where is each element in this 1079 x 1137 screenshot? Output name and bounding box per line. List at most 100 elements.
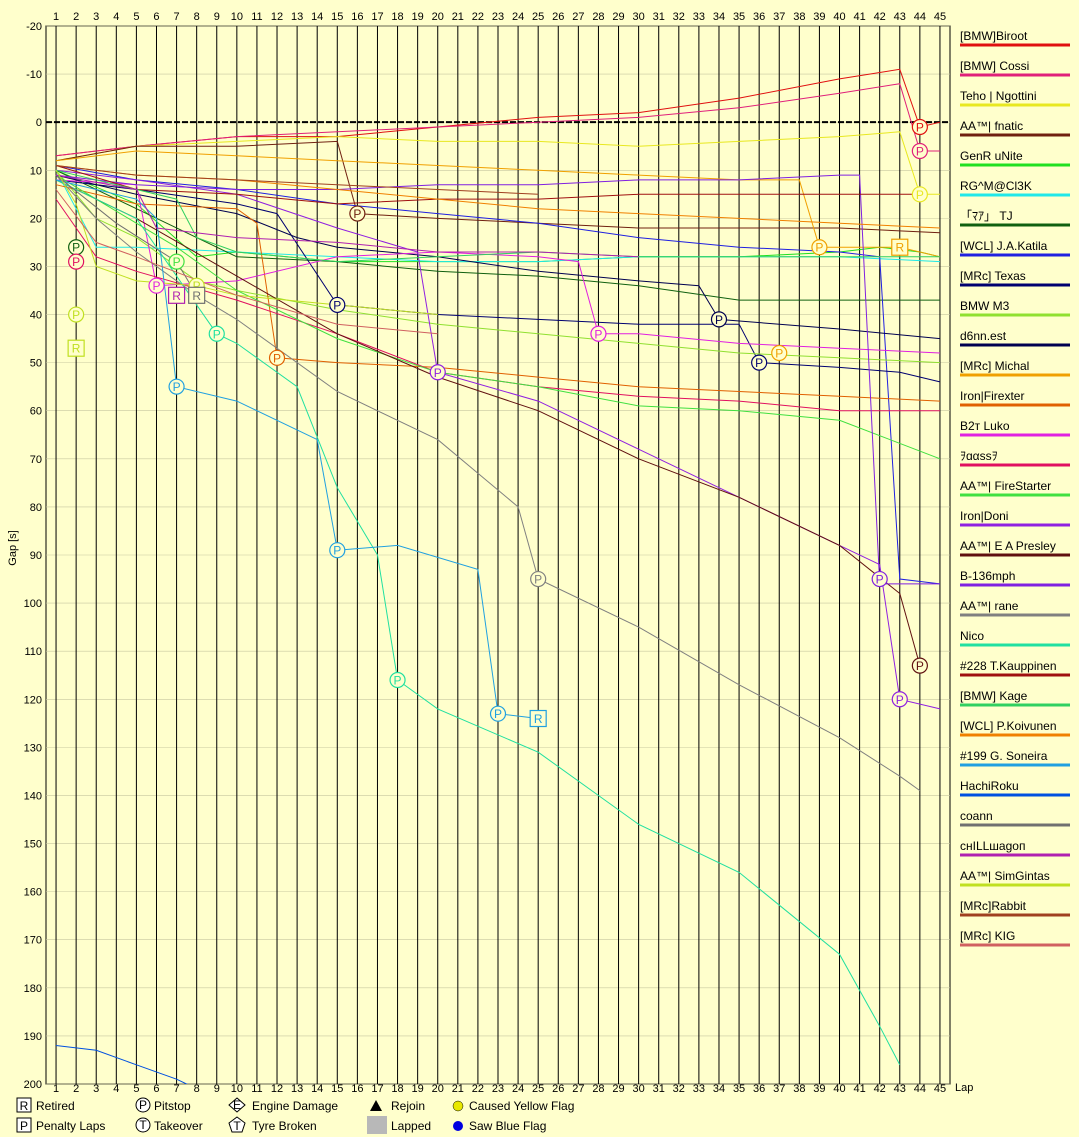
marker-circle xyxy=(68,253,85,270)
legend-label: AA™| SimGintas xyxy=(960,869,1050,883)
y-tick-label: 170 xyxy=(24,935,42,947)
marker-symbol: R xyxy=(895,241,904,255)
marker-symbol: P xyxy=(775,347,783,361)
marker-circle xyxy=(911,186,928,203)
legend-entry: AA™| E A Presley xyxy=(960,539,1070,557)
x-tick-label-top: 12 xyxy=(271,11,283,23)
x-tick-label-top: 29 xyxy=(612,11,624,23)
x-tick-label-top: 27 xyxy=(572,11,584,23)
series-line-12 xyxy=(55,184,941,402)
marker-circle xyxy=(590,325,607,342)
marker-symbol: P xyxy=(394,674,402,688)
legend-label: 「ﾏｱ」 TJ xyxy=(960,209,1013,223)
y-tick-label: 50 xyxy=(30,358,42,370)
x-tick-label-bottom: 31 xyxy=(653,1083,665,1095)
pitstop-marker: P xyxy=(389,671,406,689)
legend-entry: Iron|Doni xyxy=(960,509,1070,527)
marker-symbol: P xyxy=(72,255,80,269)
series-line-22 xyxy=(55,169,940,263)
x-tick-label-bottom: 22 xyxy=(472,1083,484,1095)
legend-label: [BMW] Cossi xyxy=(960,59,1029,73)
legend-entry: [MRc] Michal xyxy=(960,359,1070,377)
x-tick-label-bottom: 13 xyxy=(291,1083,303,1095)
series-line-19 xyxy=(55,174,921,792)
x-tick-label-bottom: 20 xyxy=(432,1083,444,1095)
marker-circle xyxy=(168,378,185,395)
key-retired: R Retired xyxy=(16,1097,75,1113)
legend-label: [MRc] KIG xyxy=(960,929,1015,943)
x-tick-label-bottom: 4 xyxy=(113,1083,119,1095)
y-tick-label: 110 xyxy=(24,646,42,658)
x-tick-label-top: 25 xyxy=(532,11,544,23)
x-tick-label-bottom: 2 xyxy=(73,1083,79,1095)
x-tick-label-bottom: 37 xyxy=(773,1083,785,1095)
series-line-24 xyxy=(55,179,539,719)
retired-marker: R xyxy=(891,238,909,256)
x-tick-label-bottom: 25 xyxy=(532,1083,544,1095)
svg-text:Penalty Laps: Penalty Laps xyxy=(36,1119,105,1133)
pitstop-marker: P xyxy=(911,118,928,136)
pitstop-marker: P xyxy=(349,205,366,222)
series-line-28 xyxy=(55,170,438,315)
x-tick-label-top: 36 xyxy=(753,11,765,23)
series-line-25 xyxy=(55,1045,188,1084)
legend-label: [WCL] P.Koivunen xyxy=(960,719,1057,733)
marker-circle xyxy=(530,570,547,588)
legend-entry: #199 G. Soneira xyxy=(960,749,1070,767)
series-line-7 xyxy=(55,165,941,585)
svg-text:T: T xyxy=(139,1118,147,1132)
pitstop-marker: P xyxy=(168,253,185,270)
pitstop-marker: P xyxy=(530,570,547,588)
x-tick-label-bottom: 35 xyxy=(733,1083,745,1095)
x-tick-label-top: 1 xyxy=(53,11,59,23)
y-tick-label: 90 xyxy=(30,550,42,562)
legend-label: RG^M@Cl3K xyxy=(960,179,1032,193)
marker-symbol: P xyxy=(594,327,602,341)
x-tick-label-bottom: 39 xyxy=(813,1083,825,1095)
x-tick-label-bottom: 44 xyxy=(914,1083,926,1095)
x-axis-top: 1 2 3 4 5 6 7 8 9 10 11 12 13 14 15 16 17 18 19 20 21 22 23 24 2… xyxy=(53,11,946,23)
marker-symbol: P xyxy=(434,366,442,380)
marker-symbol: P xyxy=(353,207,361,221)
legend-label: [MRc] Texas xyxy=(960,269,1026,283)
legend-label: [MRc]Rabbit xyxy=(960,899,1027,913)
svg-text:Lapped: Lapped xyxy=(391,1119,431,1133)
x-tick-label-bottom: 1 xyxy=(53,1083,59,1095)
y-tick-label: 180 xyxy=(24,983,42,995)
pitstop-marker: P xyxy=(148,277,165,294)
legend-label: BMW M3 xyxy=(960,299,1010,313)
x-tick-label-bottom: 8 xyxy=(194,1083,200,1095)
legend-label: Teho | Ngottini xyxy=(960,89,1037,103)
x-tick-label-top: 8 xyxy=(194,11,200,23)
key-penalty-laps: P Penalty Laps xyxy=(16,1117,105,1133)
legend-entry: d6nn.est xyxy=(960,329,1070,347)
x-tick-label-bottom: 29 xyxy=(612,1083,624,1095)
svg-text:Retired: Retired xyxy=(36,1099,75,1113)
y-tick-label: 150 xyxy=(24,839,42,851)
legend-entry: B-136mph xyxy=(960,569,1070,587)
pitstop-marker: P xyxy=(811,239,828,256)
x-tick-label-top: 38 xyxy=(793,11,805,23)
marker-symbol: P xyxy=(755,356,763,370)
x-tick-label-bottom: 26 xyxy=(552,1083,564,1095)
y-tick-label: 10 xyxy=(30,165,42,177)
y-axis: -20 -10 0 10 20 30 40 50 60 70 80 90 100 110 120 130 140… xyxy=(24,21,42,1091)
x-tick-label-top: 18 xyxy=(391,11,403,23)
legend-entry: AA™| rane xyxy=(960,599,1070,617)
marker-circle xyxy=(168,253,185,270)
x-tick-label-bottom: 36 xyxy=(753,1083,765,1095)
x-tick-label-top: 16 xyxy=(351,11,363,23)
pitstop-marker: P xyxy=(590,325,607,342)
pitstop-marker: P xyxy=(710,311,728,328)
legend-entry: Nico xyxy=(960,629,1070,647)
x-tick-label-top: 33 xyxy=(693,11,705,23)
series-line-2 xyxy=(55,131,940,195)
marker-symbol: P xyxy=(193,279,201,293)
x-axis-label: Lap xyxy=(955,1082,973,1094)
symbol-key: R Retired P Penalty Laps P Pitstop T Tak… xyxy=(16,1097,574,1134)
x-tick-label-top: 11 xyxy=(251,11,262,23)
marker-circle xyxy=(871,570,888,588)
x-tick-label-bottom: 34 xyxy=(713,1083,725,1095)
marker-box xyxy=(891,238,909,256)
